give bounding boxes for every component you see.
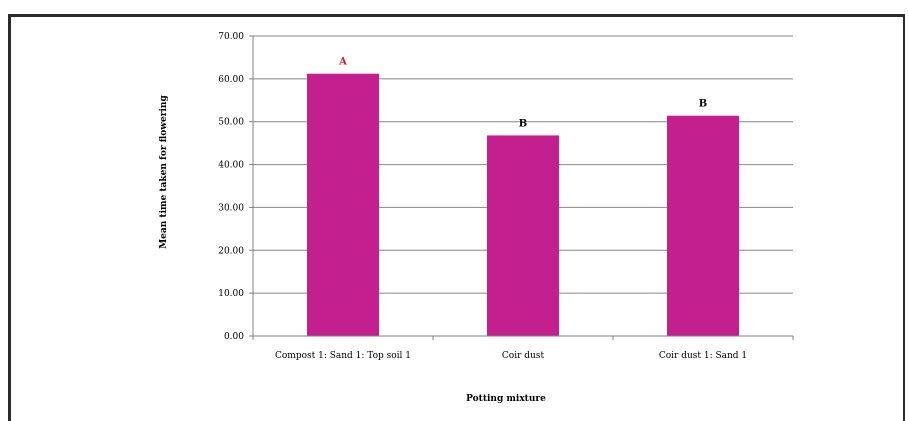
- bar: [667, 115, 739, 336]
- x-tick-label: Coir dust: [502, 351, 545, 361]
- chart-frame: [8, 14, 905, 421]
- x-axis-ticks: Compost 1: Sand 1: Top soil 1 Coir dust Co…: [252, 336, 794, 361]
- bars: [307, 73, 739, 336]
- y-tick-label: 40.00: [218, 161, 244, 171]
- x-tick-label: Coir dust 1: Sand 1: [659, 351, 747, 361]
- y-tick-label: 50.00: [218, 118, 244, 128]
- y-tick-label: 0.00: [224, 332, 244, 342]
- bar: [307, 73, 379, 336]
- bar: [487, 135, 559, 336]
- y-tick-label: 10.00: [218, 289, 244, 299]
- x-tick-label: Compost 1: Sand 1: Top soil 1: [275, 351, 411, 361]
- y-tick-label: 70.00: [218, 32, 244, 42]
- y-axis-ticks: 0.00 10.00 20.00 30.00 40.00 50.00 60.00 70.00: [218, 32, 253, 342]
- y-tick-label: 30.00: [218, 203, 244, 213]
- significance-labels: A B B: [338, 57, 707, 130]
- significance-label: B: [519, 118, 527, 129]
- y-tick-label: 60.00: [218, 75, 244, 85]
- significance-label: B: [699, 99, 707, 110]
- y-tick-label: 20.00: [218, 246, 244, 256]
- x-axis-title: Potting mixture: [466, 394, 546, 404]
- significance-label: A: [338, 57, 347, 68]
- y-axis-title: Mean time taken for flowering: [159, 95, 169, 249]
